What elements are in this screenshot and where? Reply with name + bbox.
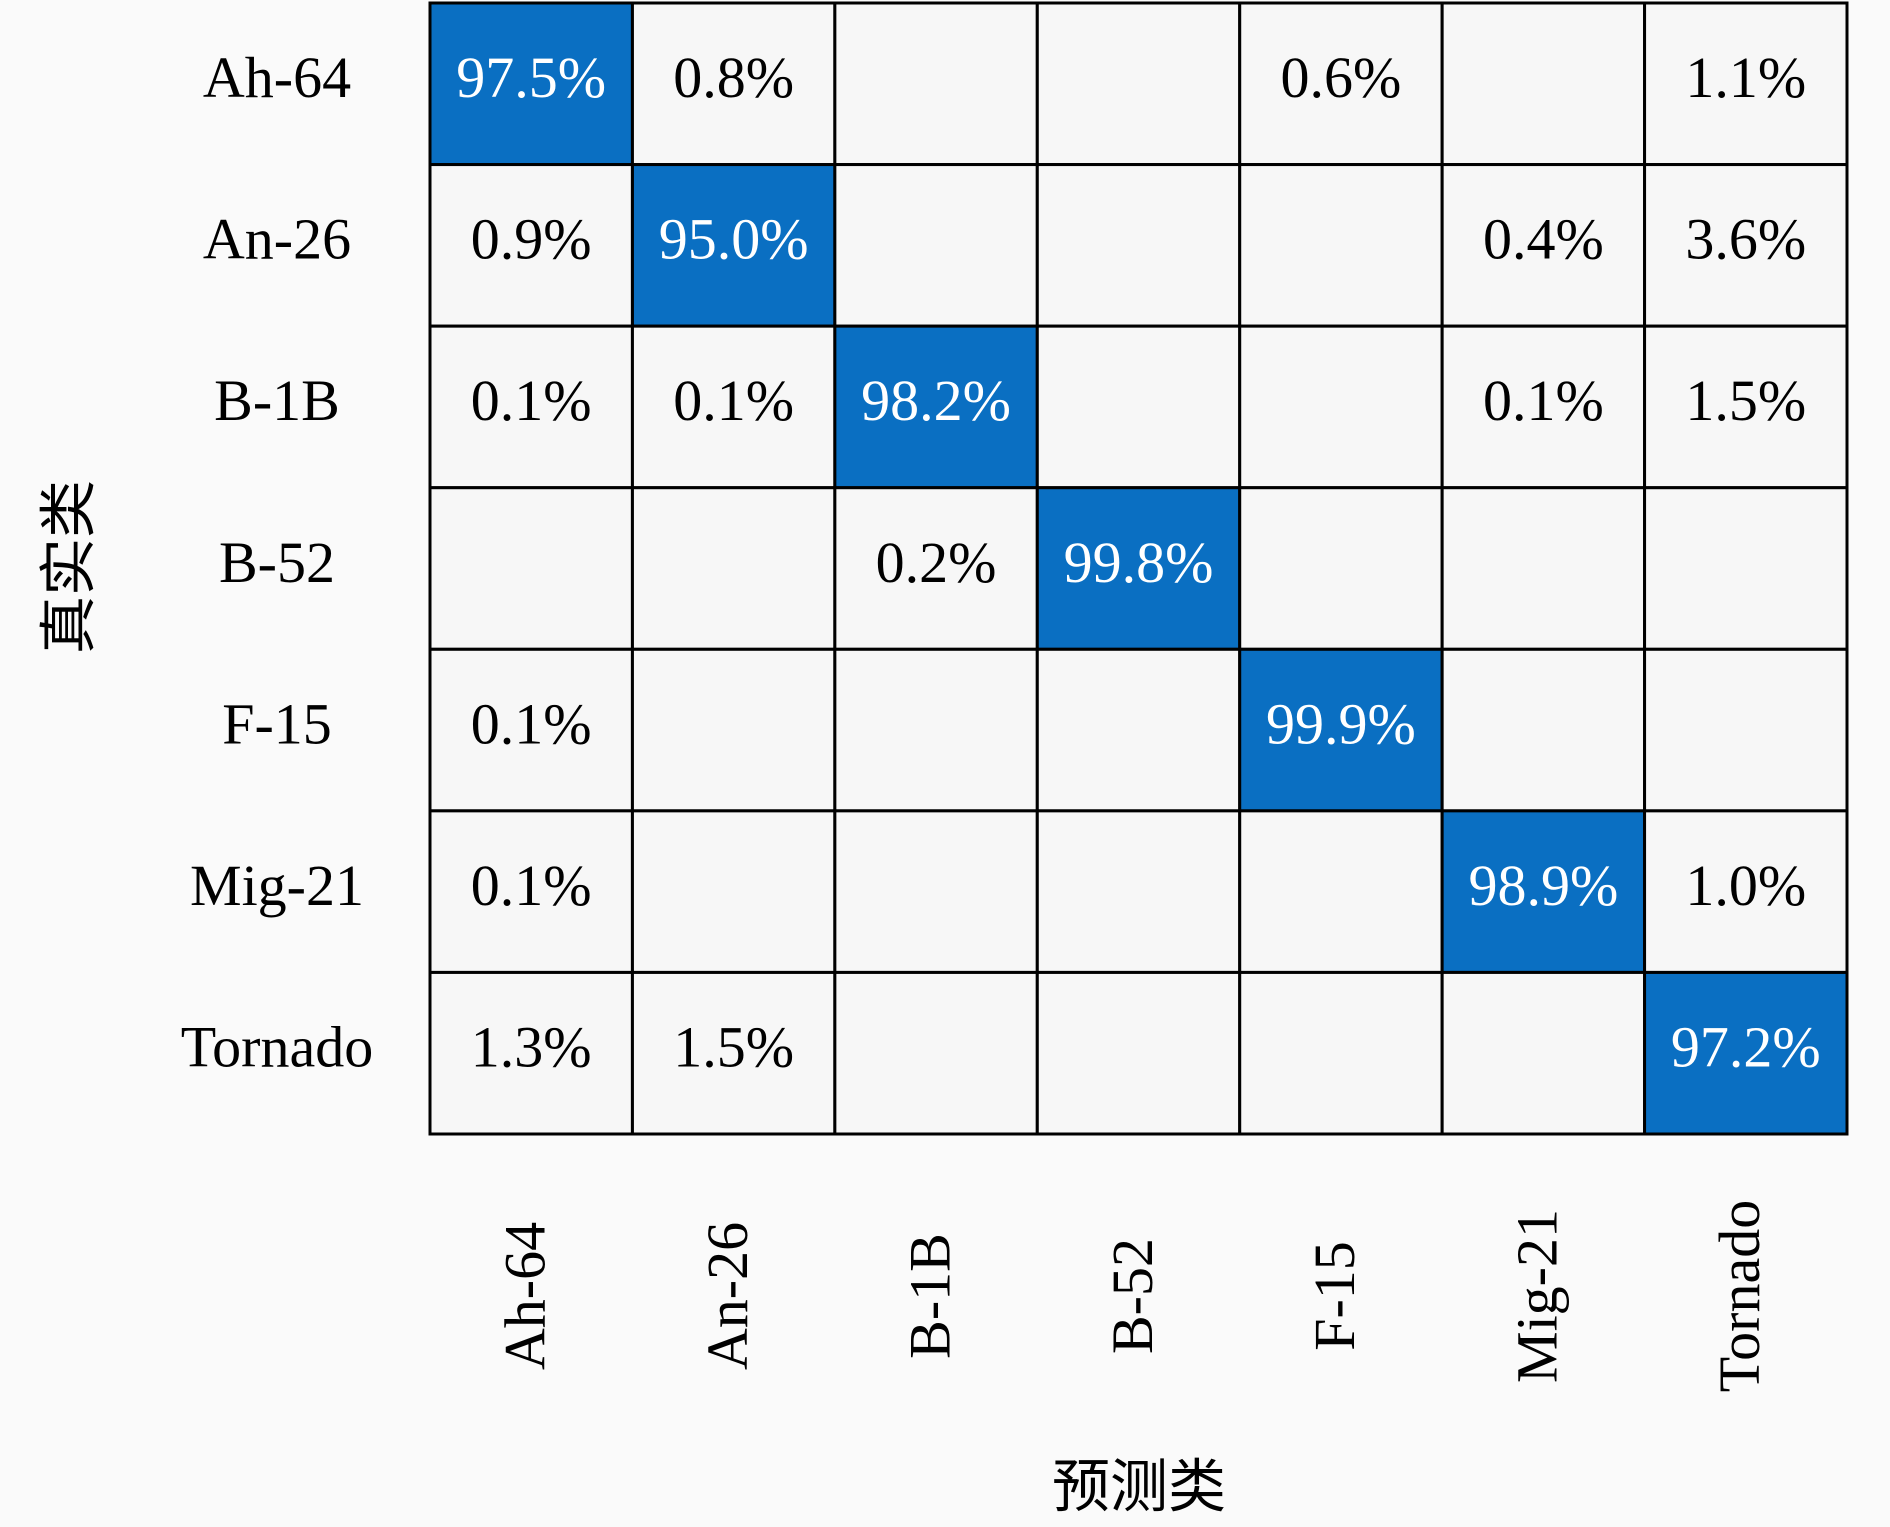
cell xyxy=(1238,647,1444,813)
y-tick-label: Tornado xyxy=(181,1015,373,1080)
x-tick-label: Tornado xyxy=(1707,1200,1772,1392)
cell xyxy=(833,809,1039,974)
y-tick-label: F-15 xyxy=(222,691,332,756)
cell xyxy=(630,486,837,651)
value-label: 97.2% xyxy=(1671,1015,1821,1080)
y-tick-label: Ah-64 xyxy=(203,45,351,110)
cell xyxy=(630,809,837,974)
cell xyxy=(630,970,837,1136)
cell xyxy=(833,163,1039,328)
cell xyxy=(1035,1,1242,167)
cell xyxy=(1238,809,1444,974)
cell xyxy=(1238,163,1444,328)
cell xyxy=(1643,486,1849,651)
value-label: 0.1% xyxy=(471,853,592,918)
x-tick-label: An-26 xyxy=(695,1222,760,1370)
x-tick-label: Ah-64 xyxy=(493,1222,558,1370)
cell xyxy=(630,647,837,813)
x-tick-label: B-52 xyxy=(1100,1238,1165,1354)
cell xyxy=(428,486,634,651)
value-label: 0.4% xyxy=(1483,207,1604,272)
y-tick-label: Mig-21 xyxy=(190,853,364,918)
value-label: 98.2% xyxy=(861,368,1011,433)
cell xyxy=(833,970,1039,1136)
value-label: 0.2% xyxy=(876,530,997,595)
cell xyxy=(630,324,837,490)
cell xyxy=(1238,970,1444,1136)
value-label: 1.1% xyxy=(1685,45,1806,110)
y-tick-label: B-52 xyxy=(219,530,335,595)
cell xyxy=(1440,809,1647,974)
cell xyxy=(1643,970,1849,1136)
cell xyxy=(1035,486,1242,651)
cell xyxy=(1643,647,1849,813)
x-tick-label: Mig-21 xyxy=(1505,1209,1570,1383)
cell xyxy=(1035,324,1242,490)
cell xyxy=(1643,324,1849,490)
x-tick-label: B-1B xyxy=(897,1233,962,1359)
value-label: 0.8% xyxy=(673,45,794,110)
value-label: 98.9% xyxy=(1468,853,1618,918)
x-tick-label: F-15 xyxy=(1302,1241,1367,1351)
cell xyxy=(428,809,634,974)
y-tick-label: B-1B xyxy=(214,368,340,433)
value-label: 95.0% xyxy=(659,207,809,272)
cell xyxy=(1643,809,1849,974)
value-label: 0.6% xyxy=(1281,45,1402,110)
cell xyxy=(1440,486,1647,651)
value-label: 1.3% xyxy=(471,1015,592,1080)
cell xyxy=(1238,324,1444,490)
value-label: 1.0% xyxy=(1685,853,1806,918)
cell xyxy=(833,647,1039,813)
value-label: 0.1% xyxy=(673,368,794,433)
value-label: 1.5% xyxy=(673,1015,794,1080)
value-label: 3.6% xyxy=(1685,207,1806,272)
cell xyxy=(428,1,634,167)
value-label: 99.9% xyxy=(1266,691,1416,756)
cell xyxy=(833,486,1039,651)
value-label: 1.5% xyxy=(1685,368,1806,433)
value-label: 0.1% xyxy=(1483,368,1604,433)
cell xyxy=(1035,647,1242,813)
value-label: 0.1% xyxy=(471,368,592,433)
cell xyxy=(1035,970,1242,1136)
value-label: 97.5% xyxy=(456,45,606,110)
cell xyxy=(630,1,837,167)
y-tick-label: An-26 xyxy=(203,207,351,272)
cell xyxy=(833,1,1039,167)
cell xyxy=(428,647,634,813)
cell xyxy=(1643,163,1849,328)
cell xyxy=(1440,324,1647,490)
x-axis-title: 预测类 xyxy=(1052,1454,1226,1519)
cell xyxy=(1035,163,1242,328)
cell xyxy=(1440,647,1647,813)
value-label: 0.9% xyxy=(471,207,592,272)
cell xyxy=(1035,809,1242,974)
cell xyxy=(1440,1,1647,167)
cell xyxy=(428,970,634,1136)
cell xyxy=(428,324,634,490)
value-label: 0.1% xyxy=(471,691,592,756)
cell xyxy=(1238,1,1444,167)
value-label: 99.8% xyxy=(1064,530,1214,595)
cell xyxy=(1238,486,1444,651)
cell xyxy=(1440,970,1647,1136)
y-axis-title: 真实类 xyxy=(36,480,101,654)
